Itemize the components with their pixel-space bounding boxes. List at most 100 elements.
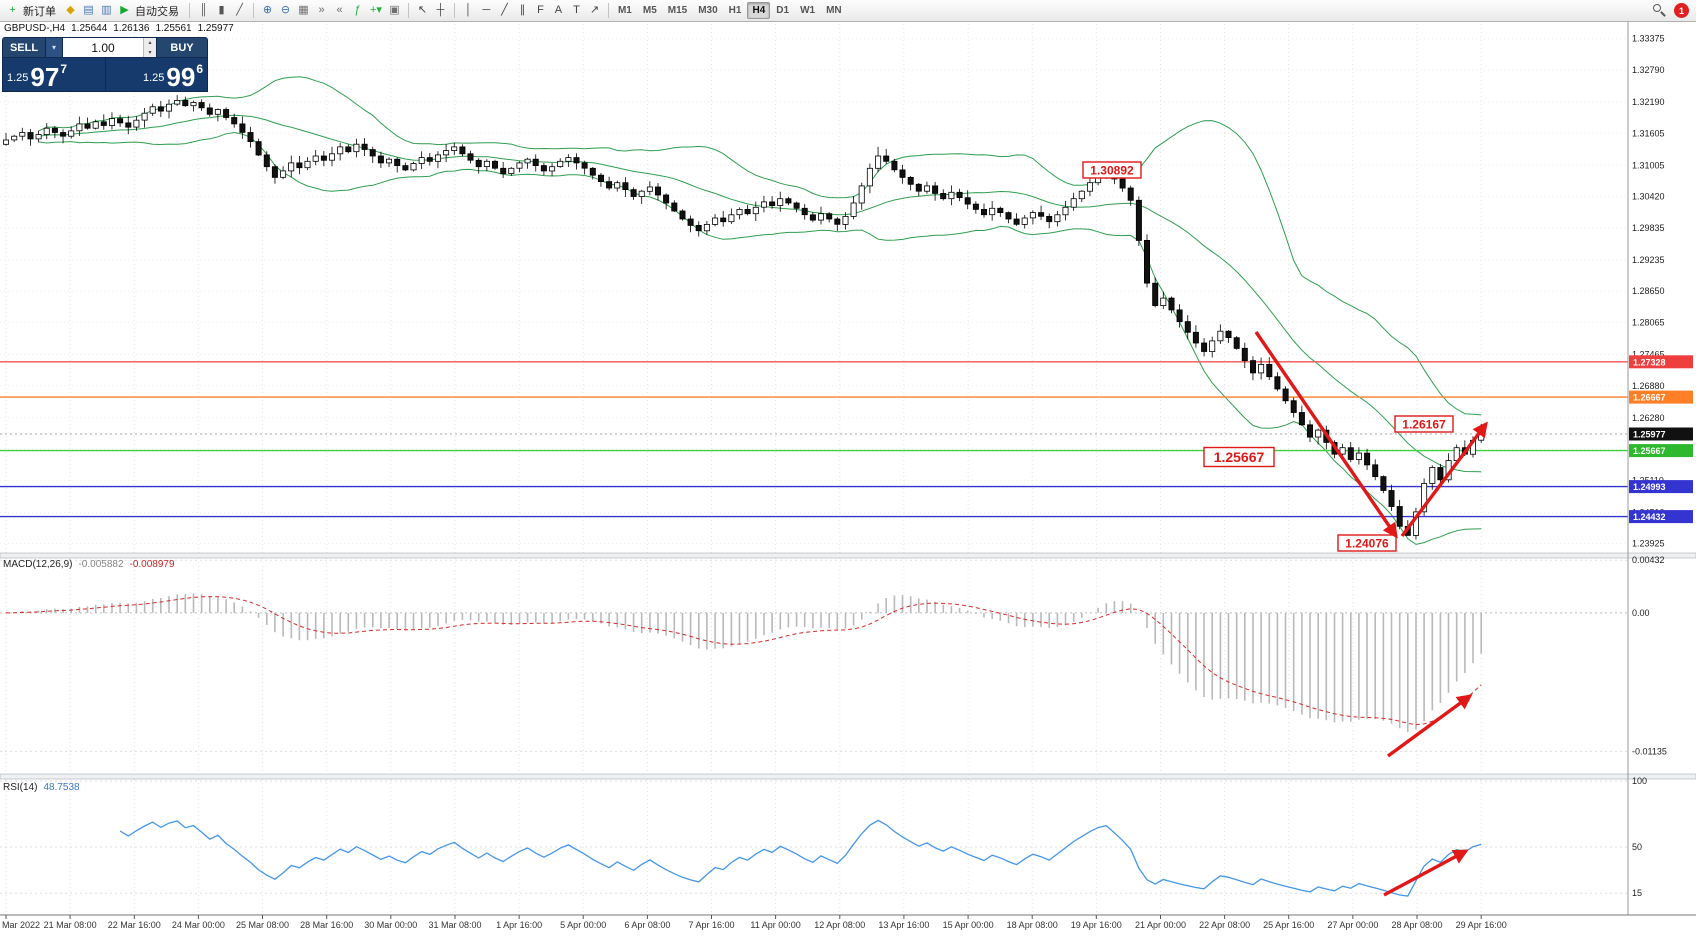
line-chart-icon[interactable]: ╱ [236, 4, 243, 16]
ask-price[interactable]: 1.25 99 6 [104, 58, 208, 92]
order-type-dropdown[interactable]: ▾ [46, 37, 63, 58]
macd-signal-line [5, 596, 1482, 726]
svg-text:31 Mar 08:00: 31 Mar 08:00 [428, 920, 481, 930]
svg-text:1.25667: 1.25667 [1633, 446, 1666, 456]
svg-text:Mar 2022: Mar 2022 [2, 920, 40, 930]
notification-badge[interactable]: 1 [1674, 3, 1689, 18]
candlesticks [3, 95, 1485, 540]
time-axis[interactable]: Mar 2022 21 Mar 08:00 22 Mar 16:00 24 Mar 0… [2, 915, 1507, 930]
macd-name: MACD(12,26,9) [3, 559, 73, 570]
symbol-ohlc-label: GBPUSD-,H4 1.25644 1.26136 1.25561 1.259… [4, 23, 234, 34]
svg-text:21 Apr 00:00: 21 Apr 00:00 [1135, 920, 1186, 930]
macd-main-value: -0.005882 [78, 559, 124, 570]
text-button[interactable]: A [554, 4, 563, 16]
reversal-up-arrow[interactable] [1400, 421, 1488, 538]
new-order-button-label[interactable]: 新订单 [23, 5, 56, 18]
candlestick-chart-icon[interactable]: ▮ [218, 4, 225, 16]
svg-text:21 Mar 08:00: 21 Mar 08:00 [44, 920, 97, 930]
crosshair-button[interactable]: ┼ [436, 4, 445, 16]
svg-text:15: 15 [1632, 888, 1642, 898]
chart-window: 1.33375 1.32790 1.32190 1.31605 1.31005 1.304… [0, 22, 1696, 943]
horizontal-levels [0, 361, 1628, 518]
recovery-high-label[interactable]: 1.26167 [1394, 415, 1454, 433]
annotations: 1.30892 1.26167 1.25667 1.24076 [1082, 161, 1488, 897]
zoom-in-button[interactable]: ⊕ [262, 4, 273, 16]
support-line-2-axis-label: 1.24432 [1629, 510, 1693, 524]
trade-controls-row: SELL ▾ ▴ ▾ BUY [2, 37, 208, 58]
timeframe-m15-button[interactable]: M15 [667, 5, 688, 16]
volume-field: ▴ ▾ [63, 37, 156, 58]
market-watch-icon[interactable]: ▤ [83, 4, 94, 16]
swing-high-label[interactable]: 1.30892 [1082, 161, 1142, 179]
timeframe-m1-button[interactable]: M1 [617, 5, 632, 16]
timeframe-w1-button[interactable]: W1 [800, 5, 816, 16]
rsi-name: RSI(14) [3, 782, 38, 793]
arrows-tool-button[interactable]: ↗ [589, 4, 600, 16]
volume-up-icon[interactable]: ▴ [144, 38, 156, 48]
text-label-button[interactable]: T [573, 4, 580, 16]
timeframe-d1-button[interactable]: D1 [776, 5, 790, 16]
search-icon[interactable] [1652, 3, 1667, 18]
timeframe-h4-button[interactable]: H4 [747, 2, 771, 19]
svg-text:1.25977: 1.25977 [1633, 430, 1666, 440]
vertical-line-button[interactable]: │ [465, 4, 472, 16]
toolbar-separator [453, 3, 455, 18]
symbol-name: GBPUSD-,H4 [4, 23, 66, 34]
autotrading-button[interactable]: ▶ [120, 4, 129, 16]
timeframe-mn-button[interactable]: MN [826, 5, 842, 16]
zoom-out-button[interactable]: ⊖ [280, 4, 291, 16]
volume-input[interactable] [63, 38, 143, 57]
panel-separators[interactable] [0, 22, 1696, 916]
new-order-button[interactable]: + [9, 4, 16, 16]
chart-shift-icon[interactable]: « [336, 4, 343, 16]
bid-price[interactable]: 1.25 97 7 [3, 58, 105, 91]
svg-text:28 Apr 08:00: 28 Apr 08:00 [1391, 920, 1442, 930]
bar-chart-icon[interactable]: ║ [199, 4, 208, 16]
bid-ask-display: 1.25 97 7 1.25 99 6 [2, 58, 208, 92]
mql-community-icon[interactable]: ◆ [66, 4, 75, 16]
sell-button[interactable]: SELL [2, 37, 46, 58]
horizontal-line-button[interactable]: ─ [482, 4, 491, 16]
svg-text:1.29835: 1.29835 [1632, 223, 1665, 233]
bid-price-prefix: 1.25 [7, 72, 29, 84]
svg-text:25 Mar 08:00: 25 Mar 08:00 [236, 920, 289, 930]
macd-histogram [0, 559, 1628, 752]
svg-text:1.26280: 1.26280 [1632, 413, 1665, 423]
timeframe-m5-button[interactable]: M5 [642, 5, 657, 16]
data-window-icon[interactable]: ▥ [101, 4, 112, 16]
templates-button[interactable]: ▣ [389, 4, 400, 16]
volume-down-icon[interactable]: ▾ [144, 47, 156, 57]
indicators-button[interactable]: ƒ [354, 4, 361, 16]
chart-canvas[interactable]: 1.33375 1.32790 1.32190 1.31605 1.31005 1.304… [0, 22, 1696, 943]
svg-text:1.32790: 1.32790 [1632, 65, 1665, 75]
downtrend-arrow[interactable] [1254, 331, 1398, 539]
auto-scroll-icon[interactable]: » [318, 4, 325, 16]
level-price-label[interactable]: 1.25667 [1203, 446, 1275, 468]
svg-text:1.25667: 1.25667 [1214, 449, 1265, 465]
tile-windows-icon[interactable]: ▦ [298, 4, 309, 16]
timeframe-m30-button[interactable]: M30 [698, 5, 718, 16]
price-axis[interactable]: 1.33375 1.32790 1.32190 1.31605 1.31005 1.304… [1629, 34, 1693, 899]
channel-button[interactable]: ∥ [519, 4, 526, 16]
svg-text:1.30420: 1.30420 [1632, 192, 1665, 202]
timeframe-h1-button[interactable]: H1 [728, 5, 742, 16]
ohlc-high: 1.26136 [113, 23, 150, 34]
svg-text:30 Mar 00:00: 30 Mar 00:00 [364, 920, 417, 930]
ask-price-big: 99 [166, 61, 196, 92]
swing-low-label[interactable]: 1.24076 [1337, 534, 1397, 552]
svg-text:1.26167: 1.26167 [1402, 417, 1446, 431]
svg-text:1.27328: 1.27328 [1633, 357, 1666, 367]
svg-text:22 Apr 08:00: 22 Apr 08:00 [1199, 920, 1250, 930]
svg-text:29 Apr 16:00: 29 Apr 16:00 [1456, 920, 1507, 930]
add-indicator-button[interactable]: +▾ [370, 4, 382, 16]
rsi-up-arrow[interactable] [1383, 849, 1469, 897]
svg-text:1.31005: 1.31005 [1632, 160, 1665, 170]
macd-up-arrow[interactable] [1386, 694, 1473, 758]
buy-button[interactable]: BUY [156, 37, 208, 58]
cursor-button[interactable]: ↖ [417, 4, 428, 16]
svg-text:0.00432: 0.00432 [1632, 555, 1665, 565]
fibonacci-button[interactable]: F [537, 4, 544, 16]
autotrading-button-label[interactable]: 自动交易 [135, 5, 179, 18]
toolbar-right: 1 [1652, 3, 1692, 18]
trendline-button[interactable]: ╱ [501, 4, 508, 16]
